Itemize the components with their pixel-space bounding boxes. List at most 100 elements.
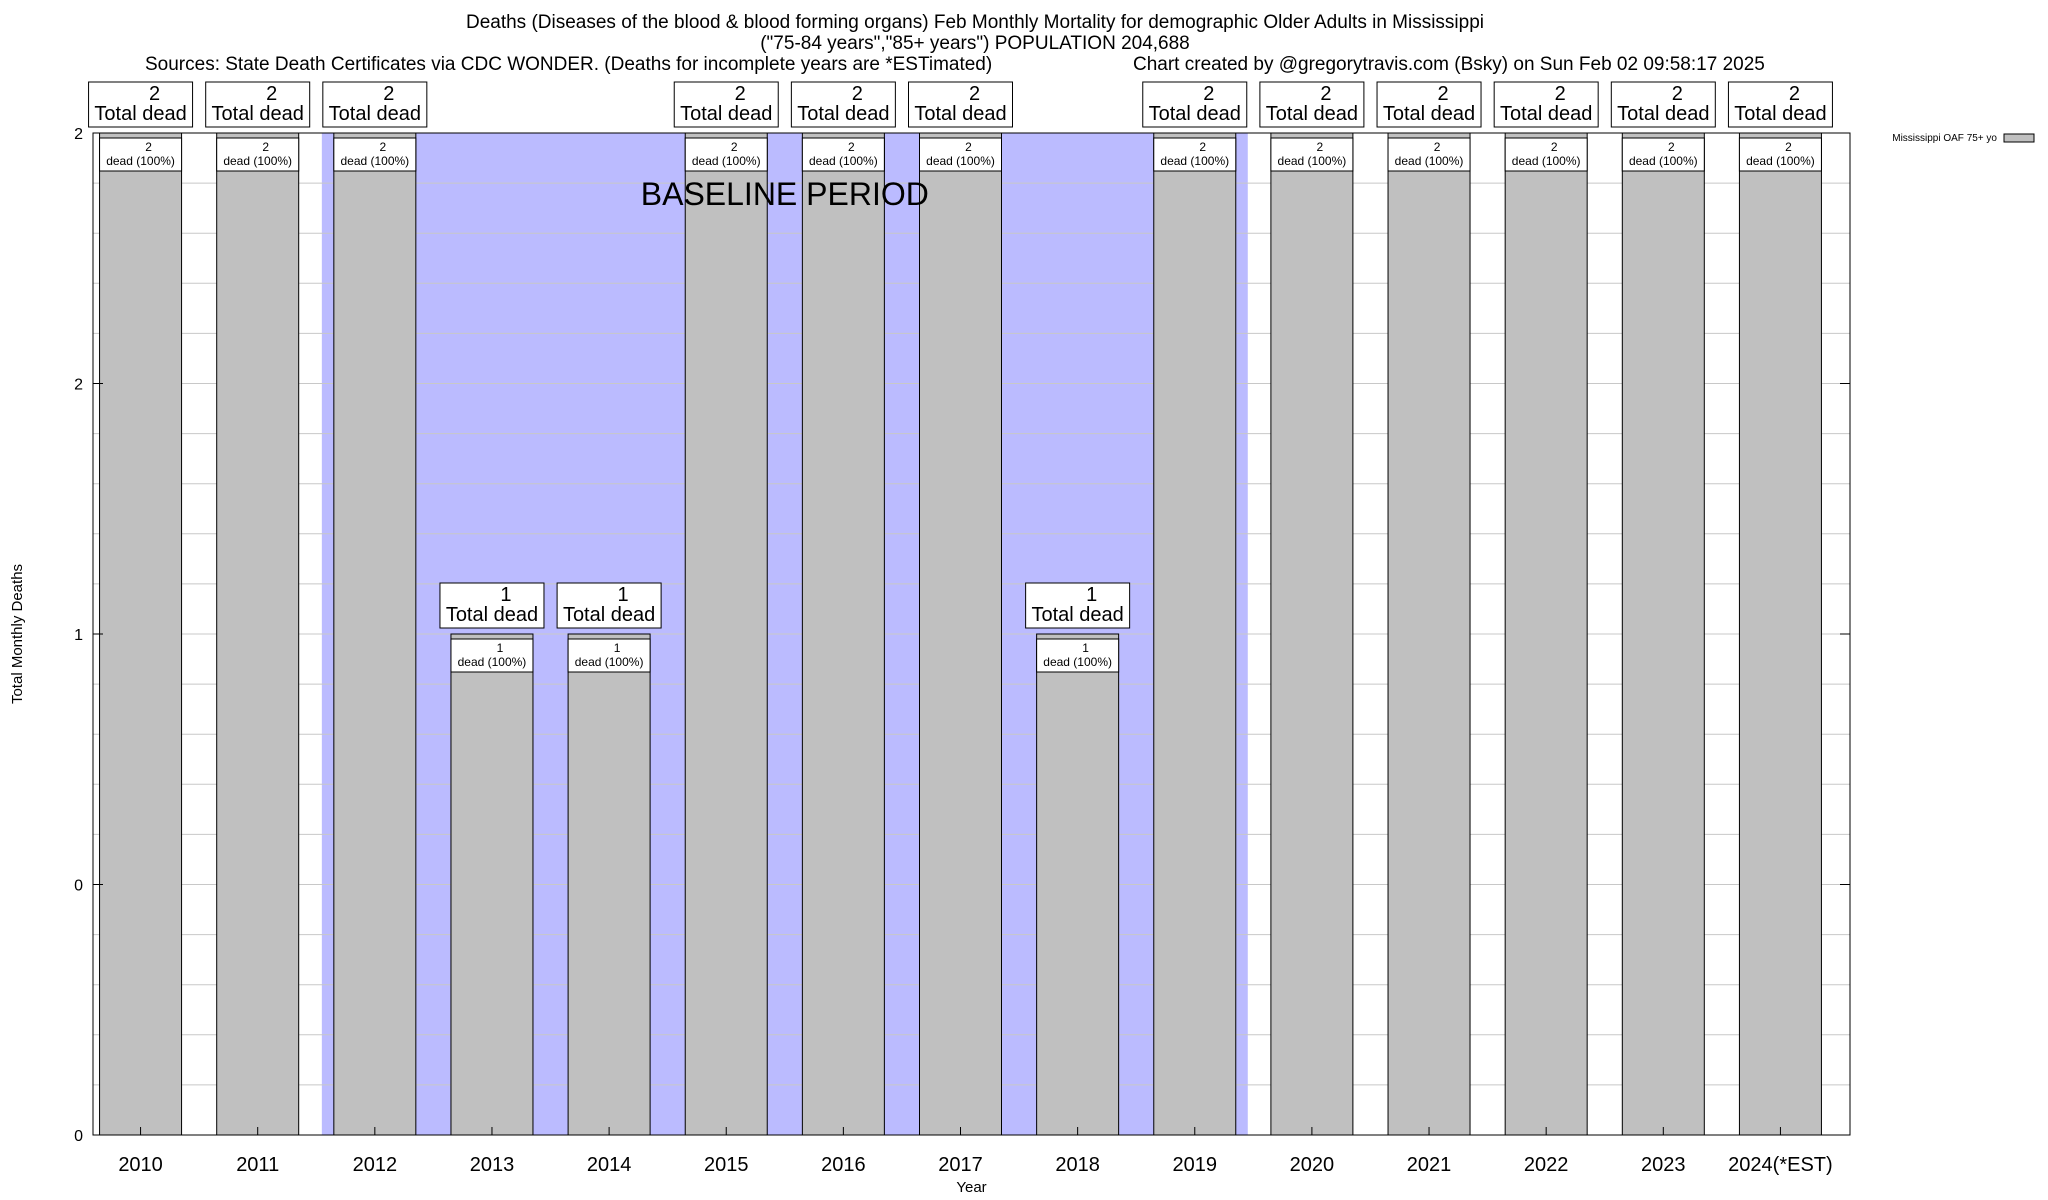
bar-total-suffix: Total dead xyxy=(1266,103,1358,125)
bar-inner-percent: dead (100%) xyxy=(1746,154,1815,168)
x-tick-label: 2022 xyxy=(1524,1154,1569,1176)
bar-inner-percent: dead (100%) xyxy=(1629,154,1698,168)
x-tick-label: 2013 xyxy=(470,1154,515,1176)
bar-inner-value: 2 xyxy=(379,140,386,154)
bar xyxy=(1738,132,1822,1136)
y-tick-label: 0 xyxy=(74,1128,83,1145)
bar-inner-label-box xyxy=(1270,137,1354,172)
bar-total-label-box xyxy=(439,582,545,629)
bar-total-label-box xyxy=(322,81,428,128)
bar-inner-value: 2 xyxy=(848,140,855,154)
bar-inner-value: 1 xyxy=(1082,641,1089,655)
y-tick-label: 2 xyxy=(74,126,83,143)
chart-subtitle: ("75-84 years","85+ years") POPULATION 2… xyxy=(760,33,1190,54)
bar xyxy=(450,633,534,1136)
bar xyxy=(1387,132,1471,1136)
bar xyxy=(1504,132,1588,1136)
bar-inner-label-box xyxy=(1036,638,1120,673)
bar-inner-label-box xyxy=(1504,137,1588,172)
bar xyxy=(1270,132,1354,1136)
bar-total-label-box xyxy=(1493,81,1599,128)
bar-total-label-box xyxy=(908,81,1013,128)
bar-inner-label-box xyxy=(684,137,768,172)
bar-total-label-box xyxy=(1727,81,1833,128)
bar-total-value: 1 xyxy=(1086,584,1097,606)
bar-total-suffix: Total dead xyxy=(797,103,889,125)
x-tick-label: 2015 xyxy=(704,1154,749,1176)
bar-inner-percent: dead (100%) xyxy=(1278,154,1347,168)
bar-total-suffix: Total dead xyxy=(680,103,772,125)
bar-total-suffix: Total dead xyxy=(1031,604,1123,626)
bar xyxy=(1621,132,1705,1136)
bar-total-suffix: Total dead xyxy=(212,103,304,125)
bar-inner-value: 2 xyxy=(731,140,738,154)
x-tick-label: 2019 xyxy=(1173,1154,1218,1176)
bar xyxy=(684,132,768,1136)
bar-total-value: 2 xyxy=(735,83,746,105)
bar-total-label-box xyxy=(790,81,896,128)
bar-inner-value: 2 xyxy=(1785,140,1792,154)
x-tick-label: 2018 xyxy=(1055,1154,1100,1176)
bar-total-suffix: Total dead xyxy=(914,103,1006,125)
bar-inner-percent: dead (100%) xyxy=(1512,154,1581,168)
bar xyxy=(567,633,651,1136)
x-tick-label: 2010 xyxy=(118,1154,163,1176)
bar-inner-label-box xyxy=(333,137,417,172)
bar-inner-label-box xyxy=(450,638,534,673)
bar-inner-percent: dead (100%) xyxy=(106,154,175,168)
bar-inner-value: 2 xyxy=(1434,140,1441,154)
bar-inner-percent: dead (100%) xyxy=(692,154,761,168)
axes: 0 0 1 2 2 2010 2011 2012 2013 2014 2015 2016 2017 201… xyxy=(74,126,1850,1176)
bar-total-value: 2 xyxy=(1320,83,1331,105)
bar-inner-value: 2 xyxy=(1551,140,1558,154)
bar-total-label-box xyxy=(673,81,779,128)
bar xyxy=(801,132,885,1136)
bar-inner-label-box xyxy=(99,137,183,172)
bar-total-suffix: Total dead xyxy=(1383,103,1475,125)
bar-total-label-box xyxy=(1376,81,1482,128)
bar-total-value: 2 xyxy=(149,83,160,105)
bar-inner-value: 2 xyxy=(1199,140,1206,154)
bar-inner-percent: dead (100%) xyxy=(1395,154,1464,168)
bar xyxy=(919,132,1002,1136)
x-tick-label: 2023 xyxy=(1641,1154,1686,1176)
bar-inner-value: 1 xyxy=(497,641,504,655)
bar xyxy=(333,132,417,1136)
bar-total-label-box xyxy=(1259,81,1365,128)
bar-inner-percent: dead (100%) xyxy=(223,154,292,168)
bar-inner-value: 2 xyxy=(1317,140,1324,154)
bar-total-label-box xyxy=(88,81,194,128)
legend: Mississippi OAF 75+ yo xyxy=(1892,133,2035,144)
x-tick-label: 2012 xyxy=(353,1154,398,1176)
bar-inner-value: 2 xyxy=(965,140,972,154)
x-tick-label: 2021 xyxy=(1407,1154,1452,1176)
legend-swatch xyxy=(2003,133,2035,143)
bar-inner-label-box xyxy=(1153,137,1237,172)
bar-inner-label-box xyxy=(919,137,1002,172)
x-tick-label: 2011 xyxy=(236,1154,279,1176)
bar-inner-value: 2 xyxy=(145,140,152,154)
bar-inner-label-box xyxy=(1621,137,1705,172)
bar-inner-value: 1 xyxy=(614,641,621,655)
bar-total-suffix: Total dead xyxy=(446,604,538,626)
x-tick-label: 2017 xyxy=(938,1154,983,1176)
bar-total-value: 2 xyxy=(1672,83,1683,105)
chart-title: Deaths (Diseases of the blood & blood fo… xyxy=(465,12,1485,33)
bar-total-suffix: Total dead xyxy=(94,103,186,125)
y-axis-label: Total Monthly Deaths xyxy=(9,564,26,704)
bar xyxy=(216,132,300,1136)
bar-total-value: 2 xyxy=(1555,83,1566,105)
bar-total-label-box xyxy=(1025,582,1131,629)
baseline-label: BASELINE PERIOD xyxy=(641,176,929,212)
bar-total-value: 2 xyxy=(969,83,980,105)
bar-inner-label-box xyxy=(1738,137,1822,172)
bar xyxy=(99,132,183,1136)
bar-total-suffix: Total dead xyxy=(1149,103,1241,125)
bar-inner-percent: dead (100%) xyxy=(809,154,878,168)
x-tick-label: 2024(*EST) xyxy=(1728,1154,1833,1176)
y-tick-label: 0 xyxy=(74,878,83,895)
bar-inner-percent: dead (100%) xyxy=(1160,154,1229,168)
bar-inner-label-box xyxy=(1387,137,1471,172)
bar-inner-percent: dead (100%) xyxy=(1043,655,1112,669)
